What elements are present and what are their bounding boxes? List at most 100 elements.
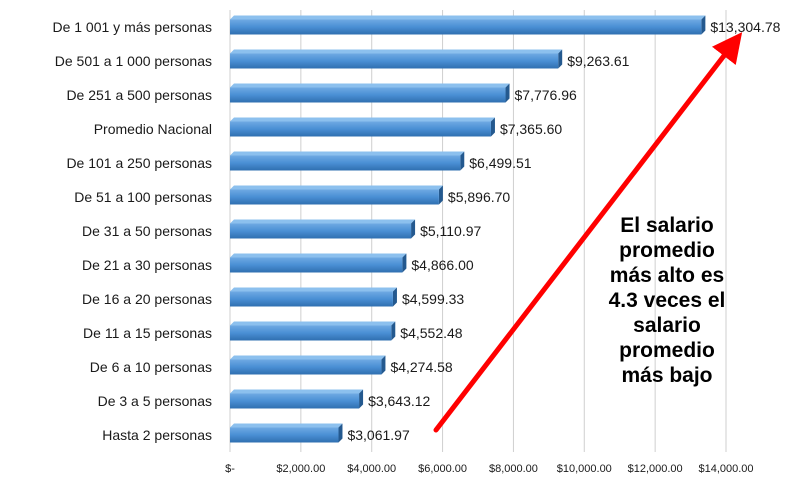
category-label: De 11 a 15 personas: [83, 325, 212, 341]
value-label: $4,599.33: [402, 291, 464, 307]
bar-front-face: [230, 223, 412, 239]
bar-side-face: [490, 117, 495, 137]
bar-front-face: [230, 291, 393, 307]
bar: [230, 83, 510, 103]
bar-top-face: [230, 321, 396, 326]
bar-front-face: [230, 155, 461, 171]
x-tick-label: $2,000.00: [276, 463, 325, 475]
bar-top-face: [230, 49, 563, 54]
value-label: $7,365.60: [500, 121, 562, 137]
bar-front-face: [230, 53, 559, 69]
bar-front-face: [230, 427, 339, 443]
bar-front-face: [230, 121, 491, 137]
category-label: De 101 a 250 personas: [66, 155, 212, 171]
category-labels: De 1 001 y más personas De 501 a 1 000 pe…: [52, 19, 212, 443]
bar-side-face: [392, 287, 397, 307]
bar-front-face: [230, 189, 439, 205]
category-label: De 3 a 5 personas: [98, 393, 212, 409]
bar-side-face: [391, 321, 396, 341]
category-label: De 31 a 50 personas: [82, 223, 212, 239]
category-label: De 6 a 10 personas: [90, 359, 212, 375]
bar: [230, 15, 706, 35]
bar-top-face: [230, 117, 495, 122]
bar-front-face: [230, 257, 403, 273]
bar: [230, 423, 343, 443]
value-label: $3,643.12: [368, 393, 430, 409]
annotation-line: 4.3 veces el: [609, 289, 726, 312]
bar-top-face: [230, 15, 706, 20]
red-arrow: [433, 32, 743, 433]
annotation-line: más alto es: [610, 264, 724, 287]
bar-front-face: [230, 393, 360, 409]
value-label: $4,866.00: [411, 257, 473, 273]
value-label: $4,552.48: [400, 325, 462, 341]
bar: [230, 49, 563, 69]
bar: [230, 253, 407, 273]
bar-side-face: [411, 219, 416, 239]
category-label: De 21 a 30 personas: [82, 257, 212, 273]
value-label: $7,776.96: [515, 87, 577, 103]
annotation-line: promedio: [619, 339, 715, 362]
category-label: Hasta 2 personas: [102, 427, 212, 443]
bar-side-face: [460, 151, 465, 171]
category-label: De 16 a 20 personas: [82, 291, 212, 307]
bar-side-face: [701, 15, 706, 35]
value-label: $3,061.97: [347, 427, 409, 443]
bar-top-face: [230, 253, 407, 258]
value-labels: $13,304.78 $9,263.61 $7,776.96 $7,365.60 $6,…: [347, 19, 780, 443]
category-label: De 251 a 500 personas: [66, 87, 212, 103]
bar: [230, 117, 495, 137]
x-tick-label: $10,000.00: [557, 463, 612, 475]
bar-side-face: [402, 253, 407, 273]
bar-top-face: [230, 355, 386, 360]
x-axis-tick-labels: $- $2,000.00 $4,000.00 $6,000.00 $8,000.00 $1…: [225, 463, 753, 475]
value-label: $5,896.70: [448, 189, 510, 205]
bar: [230, 389, 364, 409]
bar-front-face: [230, 359, 382, 375]
bar-front-face: [230, 87, 506, 103]
bar-side-face: [438, 185, 443, 205]
bar: [230, 185, 443, 205]
annotation-line: El salario: [620, 214, 713, 237]
annotation-line: más bajo: [621, 364, 712, 387]
x-tick-label: $6,000.00: [418, 463, 467, 475]
bar-top-face: [230, 219, 416, 224]
category-label: De 1 001 y más personas: [52, 19, 212, 35]
annotation-line: promedio: [619, 239, 715, 262]
bar-top-face: [230, 389, 364, 394]
x-tick-label: $-: [225, 463, 235, 475]
category-label: De 501 a 1 000 personas: [55, 53, 212, 69]
bar-top-face: [230, 151, 465, 156]
value-label: $6,499.51: [469, 155, 531, 171]
bar-top-face: [230, 287, 397, 292]
x-tick-label: $12,000.00: [628, 463, 683, 475]
bar-side-face: [505, 83, 510, 103]
value-label: $5,110.97: [420, 223, 481, 239]
value-label: $4,274.58: [390, 359, 452, 375]
x-tick-label: $4,000.00: [347, 463, 396, 475]
bar-front-face: [230, 19, 702, 35]
annotation-line: salario: [633, 314, 701, 337]
value-label: $9,263.61: [567, 53, 629, 69]
bar: [230, 321, 396, 341]
bar-front-face: [230, 325, 392, 341]
bar: [230, 151, 465, 171]
bar-top-face: [230, 423, 343, 428]
bar-side-face: [381, 355, 386, 375]
bar: [230, 219, 416, 239]
bar-side-face: [558, 49, 563, 69]
bar-top-face: [230, 185, 443, 190]
bar-top-face: [230, 83, 510, 88]
bars: [230, 15, 706, 443]
value-label: $13,304.78: [710, 19, 780, 35]
bar: [230, 287, 397, 307]
category-label: De 51 a 100 personas: [74, 189, 212, 205]
bar: [230, 355, 386, 375]
bar-side-face: [359, 389, 364, 409]
category-label: Promedio Nacional: [94, 121, 212, 137]
bar-side-face: [338, 423, 343, 443]
x-tick-label: $8,000.00: [489, 463, 538, 475]
x-tick-label: $14,000.00: [698, 463, 753, 475]
